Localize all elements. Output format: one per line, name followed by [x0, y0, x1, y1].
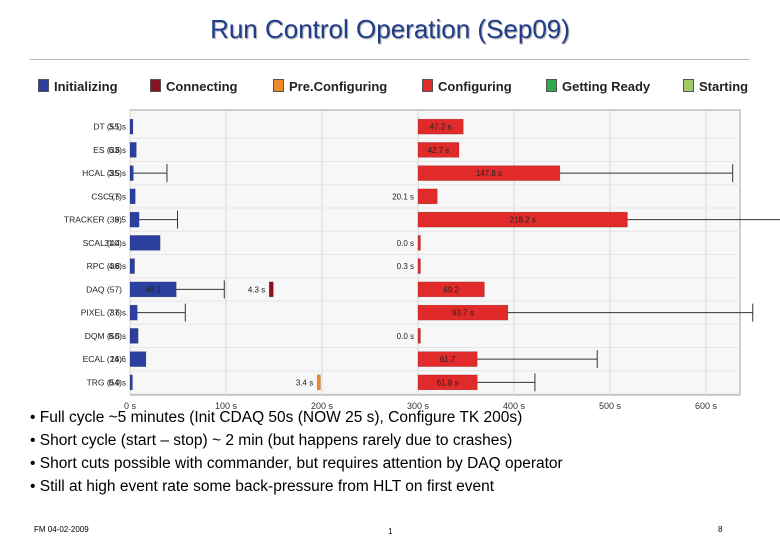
data-label: 16.6 [110, 355, 126, 364]
category-label: DQM (50) [85, 331, 122, 341]
legend-item-initializing: Initializing [38, 79, 118, 94]
bar-configuring [417, 281, 485, 298]
data-label: 147.8 s [476, 169, 502, 178]
data-label: 3.5 s [109, 169, 126, 178]
data-label: 69.2 [443, 285, 459, 294]
legend-item-getting-ready: Getting Ready [546, 79, 650, 94]
bar-initializing [129, 351, 147, 367]
data-label: 0.0 s [397, 239, 414, 248]
x-tick-label: 600 s [695, 401, 718, 411]
slide-title: Run Control Operation (Sep09) [210, 14, 570, 44]
x-tick-label: 300 s [407, 401, 430, 411]
footer-date: FM 04-02-2009 [34, 525, 89, 534]
data-label: 42.7 s [428, 146, 450, 155]
data-label: 0.3 s [397, 262, 414, 271]
footer-center: 1 [388, 527, 393, 536]
bar-configuring [417, 258, 421, 274]
bar-initializing [129, 188, 136, 205]
data-label: 4.3 s [248, 285, 265, 294]
bar-connecting [268, 281, 274, 298]
legend-item-configuring: Configuring [422, 79, 512, 94]
data-label: 93.7 s [452, 309, 474, 318]
x-tick-label: 400 s [503, 401, 526, 411]
data-label: 3.4 s [296, 378, 313, 387]
bar-initializing [129, 165, 134, 181]
data-label: 9.5 [115, 216, 127, 225]
bar-initializing [129, 328, 139, 344]
legend-label: Connecting [166, 79, 238, 94]
bar-initializing [129, 374, 133, 391]
data-label: 7.6 s [109, 309, 126, 318]
bullet-item: • Short cycle (start – stop) ~ 2 min (bu… [30, 432, 513, 449]
legend-swatch [422, 79, 433, 92]
data-label: 61.8 s [437, 378, 459, 387]
category-label: TRG (54) [87, 377, 123, 387]
data-label: 61.7 [440, 355, 456, 364]
bar-configuring [417, 235, 421, 251]
category-label: SCAL (40) [83, 238, 123, 248]
data-label: 47.2 s [430, 123, 452, 132]
bullet-item: • Still at high event rate some back-pre… [30, 478, 495, 495]
legend-swatch [546, 79, 557, 92]
legend-swatch [273, 79, 284, 92]
bar-initializing [129, 142, 137, 158]
bullet-list: • Full cycle ~5 minutes (Init CDAQ 50s (… [30, 406, 563, 498]
data-label: 0.0 s [397, 332, 414, 341]
category-label: DT (55) [93, 122, 122, 132]
data-label: 31.4 s [104, 239, 126, 248]
legend-item-connecting: Connecting [150, 79, 238, 94]
bar-configuring [417, 142, 460, 158]
bar-initializing [129, 211, 140, 228]
bar-configuring [417, 118, 464, 135]
category-label: TRACKER (38) [64, 215, 122, 225]
legend-label: Getting Ready [562, 79, 651, 94]
data-label: 48.2 [145, 285, 161, 294]
legend-swatch [38, 79, 49, 92]
category-label: ECAL (24) [83, 354, 123, 364]
legend-label: Pre.Configuring [289, 79, 388, 94]
bar-configuring [417, 328, 421, 344]
x-tick-label: 100 s [215, 401, 238, 411]
data-label: 4.8 s [109, 262, 126, 271]
data-label: 5.5 s [109, 192, 126, 201]
data-label: 20.1 s [392, 192, 414, 201]
legend-item-starting: Starting [683, 79, 748, 94]
data-label: 6.6 s [109, 146, 126, 155]
page-number: 8 [718, 525, 723, 534]
category-label: HCAL (35) [82, 168, 122, 178]
category-label: PIXEL (37) [81, 308, 122, 318]
bar-initializing [129, 304, 138, 321]
category-label: CSC (7) [91, 191, 122, 201]
x-tick-label: 0 s [124, 401, 137, 411]
legend-label: Initializing [54, 79, 118, 94]
data-label: 8.5 s [109, 332, 126, 341]
legend-item-preconfiguring: Pre.Configuring [273, 79, 387, 94]
category-label: DAQ (57) [86, 284, 122, 294]
legend-label: Configuring [438, 79, 512, 94]
data-label: 218.2 s [510, 216, 536, 225]
x-tick-label: 200 s [311, 401, 334, 411]
legend-label: Starting [699, 79, 749, 94]
bar-initializing [129, 235, 161, 251]
bar-initializing [129, 118, 134, 135]
category-label: RPC (36) [87, 261, 123, 271]
bar-pre-configuring [316, 374, 321, 391]
bullet-item: • Full cycle ~5 minutes (Init CDAQ 50s (… [30, 409, 523, 426]
title-divider [30, 59, 750, 60]
bar-initializing [129, 258, 135, 274]
category-label: ES (33) [93, 145, 122, 155]
bar-configuring [417, 188, 438, 205]
data-label: 3.1 s [109, 123, 126, 132]
legend-swatch [683, 79, 694, 92]
bullet-item: • Short cuts possible with commander, bu… [30, 455, 563, 472]
legend-swatch [150, 79, 161, 92]
data-label: 0.0 s [109, 378, 126, 387]
x-tick-label: 500 s [599, 401, 622, 411]
